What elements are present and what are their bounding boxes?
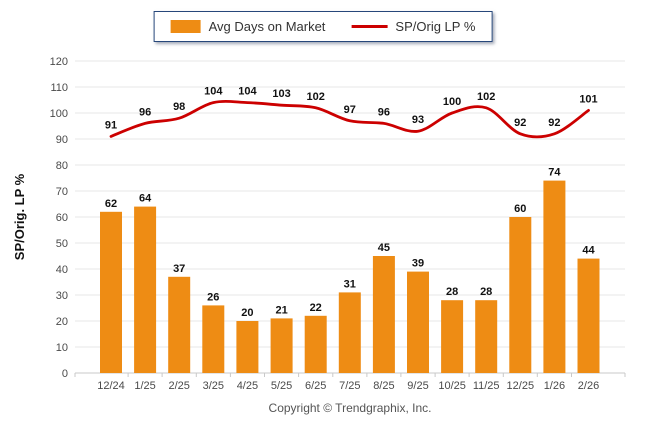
line-value-label: 102 bbox=[477, 91, 495, 103]
bar-value-label: 26 bbox=[207, 291, 219, 303]
y-tick-label: 30 bbox=[56, 290, 68, 302]
y-tick-label: 80 bbox=[56, 160, 68, 172]
bar bbox=[236, 321, 259, 373]
bar bbox=[543, 180, 566, 373]
line-value-label: 103 bbox=[272, 88, 290, 100]
bar-value-label: 28 bbox=[446, 286, 458, 298]
line-value-label: 92 bbox=[514, 117, 526, 129]
line-value-label: 104 bbox=[204, 86, 223, 98]
bar bbox=[407, 271, 429, 373]
y-tick-label: 120 bbox=[50, 56, 68, 68]
bar-value-label: 62 bbox=[105, 198, 117, 210]
y-tick-label: 0 bbox=[62, 368, 68, 380]
bar bbox=[372, 256, 395, 373]
bar bbox=[509, 217, 532, 373]
bar-value-label: 45 bbox=[378, 242, 390, 254]
bar bbox=[134, 206, 157, 373]
bar bbox=[168, 276, 191, 373]
y-tick-label: 40 bbox=[56, 264, 68, 276]
line-value-label: 98 bbox=[173, 101, 185, 113]
bar bbox=[577, 258, 600, 373]
x-tick-label: 5/25 bbox=[271, 380, 292, 392]
bar-series-label: Avg Days on Market bbox=[208, 19, 326, 34]
bar-value-label: 44 bbox=[582, 245, 595, 257]
bar bbox=[475, 300, 498, 373]
line-value-label: 91 bbox=[105, 119, 117, 131]
y-tick-label: 20 bbox=[56, 316, 68, 328]
x-tick-label: 12/25 bbox=[507, 380, 535, 392]
bar bbox=[202, 305, 225, 373]
bar-value-label: 20 bbox=[241, 307, 253, 319]
x-tick-label: 1/25 bbox=[134, 380, 155, 392]
bar-value-label: 37 bbox=[173, 263, 185, 275]
y-tick-label: 100 bbox=[50, 108, 68, 120]
line-series-swatch bbox=[351, 25, 388, 28]
line-value-label: 101 bbox=[579, 93, 597, 105]
line-value-label: 92 bbox=[548, 117, 560, 129]
x-tick-label: 7/25 bbox=[339, 380, 360, 392]
x-tick-label: 12/24 bbox=[97, 380, 125, 392]
y-tick-label: 10 bbox=[56, 342, 68, 354]
x-tick-label: 1/26 bbox=[544, 380, 565, 392]
y-tick-label: 60 bbox=[56, 212, 68, 224]
bar-value-label: 74 bbox=[548, 167, 561, 179]
line-value-label: 104 bbox=[238, 86, 257, 98]
trend-line bbox=[109, 99, 590, 139]
bar-value-label: 39 bbox=[412, 258, 424, 270]
line-value-label: 96 bbox=[378, 106, 390, 118]
x-tick-label: 3/25 bbox=[203, 380, 224, 392]
line-value-label: 93 bbox=[412, 114, 424, 126]
x-tick-label: 2/26 bbox=[578, 380, 599, 392]
bar-value-label: 64 bbox=[139, 193, 152, 205]
line-series-label: SP/Orig LP % bbox=[395, 19, 476, 34]
x-tick-label: 4/25 bbox=[237, 380, 258, 392]
y-tick-label: 70 bbox=[56, 186, 68, 198]
bar-value-label: 31 bbox=[344, 278, 356, 290]
x-tick-label: 2/25 bbox=[168, 380, 189, 392]
chart-legend: Avg Days on Market SP/Orig LP % bbox=[153, 11, 493, 42]
x-tick-label: 8/25 bbox=[373, 380, 394, 392]
x-tick-label: 6/25 bbox=[305, 380, 326, 392]
line-value-label: 97 bbox=[344, 104, 356, 116]
y-tick-label: 90 bbox=[56, 134, 68, 146]
y-tick-label: 110 bbox=[50, 82, 68, 94]
line-value-label: 96 bbox=[139, 106, 151, 118]
bar-value-label: 22 bbox=[310, 302, 322, 314]
bar bbox=[338, 292, 361, 373]
bar bbox=[441, 300, 464, 373]
bar bbox=[270, 318, 293, 373]
y-tick-label: 50 bbox=[56, 238, 68, 250]
line-value-label: 102 bbox=[307, 91, 325, 103]
bar-value-label: 21 bbox=[275, 304, 287, 316]
x-tick-label: 11/25 bbox=[473, 380, 500, 392]
copyright-text: Copyright © Trendgraphix, Inc. bbox=[268, 401, 432, 415]
x-tick-label: 9/25 bbox=[407, 380, 428, 392]
y-axis-title: SP/Orig. LP % bbox=[12, 173, 27, 260]
bar-value-label: 28 bbox=[480, 286, 492, 298]
bar-series-swatch bbox=[170, 20, 201, 33]
bar bbox=[304, 315, 327, 373]
bar-value-label: 60 bbox=[514, 203, 526, 215]
x-tick-label: 10/25 bbox=[438, 380, 466, 392]
bar bbox=[100, 211, 122, 373]
line-value-label: 100 bbox=[443, 96, 461, 108]
